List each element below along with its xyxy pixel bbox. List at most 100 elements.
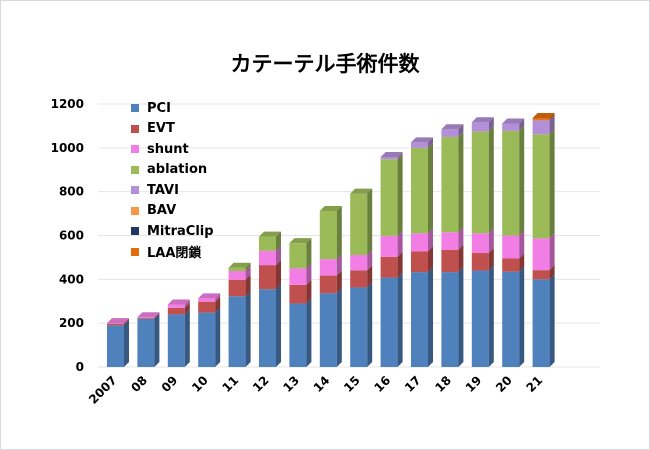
x-axis-ticks: 2007 08 09 10 11 12 13 14 15 16 17 18 19 20 21: [86, 373, 545, 407]
legend-item: MitraClip: [131, 221, 214, 242]
legend-item: PCI: [131, 98, 214, 119]
bar-segment-pci: [441, 267, 464, 367]
bar-segment-tavi: [532, 115, 555, 135]
bar-segment-ablation: [471, 126, 494, 234]
bar-segment-ablation: [289, 238, 312, 269]
bar-segment-bav: [532, 115, 555, 121]
x-tick-label: 12: [250, 373, 272, 395]
bar-segment-evt: [289, 279, 312, 304]
bar-segment-pci: [532, 274, 555, 367]
y-tick-label: 200: [59, 316, 84, 330]
x-tick-label: 21: [524, 373, 546, 395]
bar-segment-pci: [259, 284, 281, 367]
bar-segment-pci: [107, 320, 129, 367]
bar-segment-evt: [471, 248, 494, 271]
bar-segment-shunt: [289, 263, 312, 285]
y-tick-label: 400: [59, 272, 84, 286]
bar-segment-evt: [502, 253, 525, 272]
bar-segment-shunt: [107, 318, 129, 324]
bar-segment-shunt: [532, 233, 555, 271]
bar-segment-pci: [228, 291, 251, 367]
bar-segment-pci: [350, 282, 373, 367]
legend-label: EVT: [147, 121, 175, 137]
bar-segment-ablation: [441, 131, 464, 233]
x-tick-label: 19: [463, 373, 485, 395]
legend: PCI EVT shunt ablation TAVI BAV MitraClip LAA閉鎖: [131, 98, 214, 262]
bar-segment-ablation: [350, 188, 373, 256]
bar-segment-evt: [228, 274, 251, 297]
x-tick-label: 15: [341, 373, 363, 395]
bar-segment-ablation: [319, 205, 342, 260]
bar-segment-evt: [319, 270, 342, 294]
bar-segment-tavi: [441, 124, 464, 137]
bar-segment-ablation: [411, 142, 433, 234]
bar-segment-ablation: [532, 129, 555, 239]
legend-swatch: [131, 227, 139, 236]
bar-segment-evt: [107, 318, 129, 326]
x-tick-label: 09: [159, 373, 181, 395]
bar-segment-ablation: [259, 231, 281, 251]
bars: [107, 113, 555, 367]
bar-segment-evt: [532, 265, 555, 280]
bar-segment-pci: [137, 313, 160, 367]
x-tick-label: 13: [280, 373, 302, 395]
y-tick-label: 800: [59, 185, 84, 199]
bar-segment-mitraclip: [532, 114, 555, 121]
x-tick-label: 20: [493, 373, 515, 395]
legend-label: PCI: [147, 100, 171, 116]
legend-item: LAA閉鎖: [131, 242, 214, 263]
bar-segment-pci: [289, 298, 312, 367]
x-tick-label: 11: [220, 373, 242, 395]
legend-swatch: [131, 165, 139, 174]
bar-segment-tavi: [411, 137, 433, 148]
bar-segment-ablation: [228, 262, 251, 272]
legend-swatch: [131, 247, 139, 256]
bar-segment-shunt: [137, 312, 160, 318]
legend-label: BAV: [147, 203, 177, 219]
y-tick-label: 1200: [51, 97, 84, 111]
bar-segment-pci: [319, 288, 342, 367]
bar-segment-evt: [137, 312, 160, 319]
bar-segment-tavi: [471, 117, 494, 132]
bar-segment-shunt: [259, 245, 281, 266]
legend-swatch: [131, 206, 139, 215]
legend-item: ablation: [131, 160, 214, 181]
bar-segment-shunt: [471, 228, 494, 254]
bar-segment-shunt: [198, 293, 221, 302]
bar-segment-shunt: [167, 299, 190, 308]
bar-segment-evt: [198, 296, 221, 313]
bar-segment-evt: [350, 265, 373, 288]
bar-segment-shunt: [502, 230, 525, 259]
bar-segment-shunt: [441, 227, 464, 250]
legend-item: shunt: [131, 139, 214, 160]
bar-segment-shunt: [380, 230, 403, 257]
bar-segment-ablation: [380, 154, 403, 236]
bar-segment-shunt: [350, 250, 373, 271]
bar-segment-shunt: [411, 228, 433, 252]
bar-segment-evt: [411, 246, 433, 273]
legend-swatch: [131, 145, 139, 154]
bar-segment-shunt: [228, 266, 251, 280]
chart-title: カテーテル手術件数: [230, 52, 420, 76]
bar-segment-pci: [471, 265, 494, 367]
bar-segment-shunt: [319, 254, 342, 276]
bar-segment-evt: [380, 251, 403, 278]
bar-segment-tavi: [380, 152, 403, 160]
bar-segment-evt: [259, 260, 281, 290]
legend-label: ablation: [147, 162, 208, 178]
x-tick-label: 18: [432, 373, 454, 395]
x-tick-label: 2007: [86, 373, 120, 407]
legend-label: shunt: [147, 141, 189, 157]
legend-swatch: [131, 186, 139, 195]
legend-label: LAA閉鎖: [147, 246, 202, 262]
x-tick-label: 10: [189, 373, 211, 395]
x-tick-label: 17: [402, 373, 424, 395]
x-tick-label: 16: [372, 373, 394, 395]
bar-segment-evt: [441, 244, 464, 273]
legend-item: EVT: [131, 119, 214, 140]
legend-label: TAVI: [147, 182, 179, 198]
legend-item: TAVI: [131, 180, 214, 201]
y-tick-label: 0: [76, 360, 84, 374]
bar-segment-pci: [502, 266, 525, 367]
